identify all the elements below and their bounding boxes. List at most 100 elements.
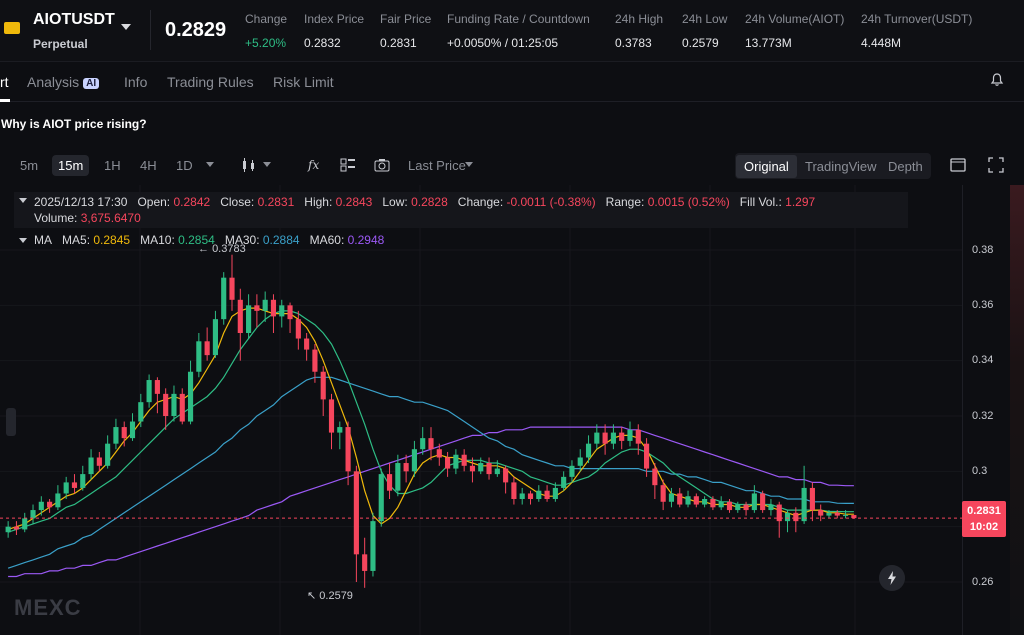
candle-body (776, 504, 782, 522)
candle-body (420, 438, 426, 450)
candle-body (710, 499, 716, 508)
tab-trading-rules[interactable]: Trading Rules (167, 74, 254, 90)
bell-icon[interactable] (990, 73, 1004, 87)
candlestick-chart[interactable] (0, 185, 962, 635)
price-axis[interactable] (962, 185, 1024, 635)
candle-body (163, 393, 169, 416)
tab-analysis[interactable]: Analysis AI (27, 74, 100, 90)
stat-value: 0.2831 (380, 36, 417, 50)
lightning-icon[interactable] (879, 565, 905, 591)
open-value: 0.2842 (173, 195, 211, 209)
axis-tick: 0.34 (972, 354, 994, 366)
view-tradingview[interactable]: TradingView (805, 159, 877, 174)
change-label: Change: (457, 195, 504, 209)
candle-body (146, 380, 152, 403)
candle-body (735, 504, 741, 511)
price-type-dropdown-icon[interactable] (465, 162, 473, 167)
ticker-bar: AIOTUSDT Perpetual 0.2829 Change +5.20% … (0, 0, 1024, 62)
timeframe-4h[interactable]: 4H (140, 158, 157, 173)
candle-body (585, 443, 592, 458)
view-switch: Original TradingView Depth (735, 153, 931, 179)
timeframe-1d[interactable]: 1D (176, 158, 193, 173)
candle-body (594, 432, 600, 444)
candle-body (693, 496, 699, 505)
candle-body (212, 319, 218, 356)
ma30-label: MA30: (224, 233, 260, 247)
candle-type-dropdown-icon[interactable] (263, 162, 271, 167)
coin-icon (4, 22, 20, 34)
candle-body (461, 454, 467, 466)
candle-body (254, 305, 260, 311)
range-label: Range: (605, 195, 645, 209)
svg-text:fx: fx (307, 158, 319, 172)
range-value: 0.0015 (0.52%) (647, 195, 730, 209)
candle-body (378, 474, 384, 522)
volume-label: Volume: (34, 211, 78, 225)
candle-body (702, 499, 708, 505)
tab-risk-limit[interactable]: Risk Limit (273, 74, 334, 90)
ma5-label: MA5: (62, 233, 91, 247)
candle-body (627, 429, 633, 441)
axis-tick: 0.36 (972, 299, 994, 311)
collapse-icon[interactable] (19, 198, 27, 203)
open-label: Open: (137, 195, 171, 209)
indicator-fx-icon[interactable]: fx (306, 156, 324, 174)
window-icon[interactable] (949, 156, 967, 174)
candle-body (30, 510, 36, 519)
candle-body (826, 512, 832, 516)
price-type-select[interactable]: Last Price (408, 158, 466, 173)
tab-info[interactable]: Info (124, 74, 148, 90)
divider (150, 10, 151, 50)
candle-body (312, 349, 318, 372)
view-depth[interactable]: Depth (888, 159, 923, 174)
low-annotation-value: 0.2579 (319, 590, 353, 602)
candle-body (511, 482, 517, 499)
candle-body (436, 449, 442, 458)
timeframe-5m[interactable]: 5m (20, 158, 39, 173)
stat-label: Change (245, 12, 288, 26)
stat-24h-high: 24h High 0.3783 (615, 12, 663, 50)
stat-label: 24h Volume(AIOT) (745, 12, 845, 26)
candle-type-icon[interactable] (240, 156, 258, 174)
candle-body (494, 468, 500, 475)
candle-body (279, 305, 285, 317)
timeframe-1h[interactable]: 1H (104, 158, 121, 173)
candle-body (337, 427, 343, 433)
active-tab-indicator (0, 99, 10, 102)
stat-label: 24h High (615, 12, 664, 26)
candle-body (320, 371, 326, 400)
stat-value: 13.773M (745, 36, 792, 50)
candle-body (80, 474, 86, 488)
candle-body (469, 465, 476, 472)
candle-info-panel: 2025/12/13 17:30 Open: 0.2842 Close: 0.2… (14, 192, 908, 228)
ma-collapse-icon[interactable] (19, 238, 27, 243)
candle-body (204, 341, 210, 356)
candle-body (345, 427, 351, 472)
candle-body (519, 493, 525, 499)
stat-label: Fair Price (380, 12, 432, 26)
timeframe-dropdown-icon[interactable] (206, 162, 214, 167)
candle-body (726, 501, 733, 511)
high-annotation: ← 0.3783 (198, 243, 246, 255)
scroll-handle[interactable] (6, 408, 16, 436)
candle-body (453, 454, 459, 469)
symbol-dropdown-icon[interactable] (121, 24, 131, 30)
candle-body (561, 476, 567, 488)
camera-icon[interactable] (373, 156, 391, 174)
fullscreen-icon[interactable] (987, 156, 1005, 174)
symbol-name[interactable]: AIOTUSDT (33, 11, 115, 28)
candle-body (171, 393, 177, 416)
timeframe-15m[interactable]: 15m (52, 155, 90, 176)
ma10-value: 0.2854 (178, 233, 215, 247)
tab-chart[interactable]: rt (0, 74, 9, 90)
price-rising-hint[interactable]: Why is AIOT price rising? (1, 117, 147, 131)
ma-line-ma5 (7, 307, 854, 530)
stat-index-price: Index Price 0.2832 (304, 12, 364, 50)
low-annotation: ↖ 0.2579 (307, 590, 353, 602)
layout-icon[interactable] (339, 156, 357, 174)
stat-24h-volume: 24h Volume(AIOT) 13.773M (745, 12, 844, 50)
view-original[interactable]: Original (736, 155, 797, 178)
candle-body (660, 485, 666, 502)
fillvol-value: 1.297 (785, 195, 816, 209)
candle-body (328, 399, 335, 433)
